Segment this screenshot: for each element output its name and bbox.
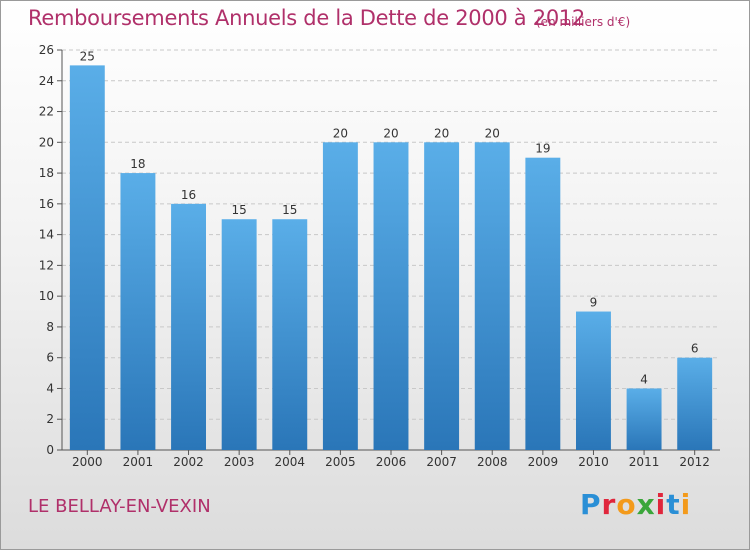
y-tick-label: 12 [39,258,54,272]
logo-letter: i [680,488,692,521]
bar-2000[interactable] [69,65,105,450]
y-tick-label: 4 [46,381,54,395]
y-tick-label: 26 [39,43,54,57]
y-tick-label: 10 [39,289,54,303]
commune-name: LE BELLAY-EN-VEXIN [28,496,211,517]
bar-2011[interactable] [626,388,662,450]
x-tick-label-2009: 2009 [528,455,559,469]
logo-letter: o [616,488,637,521]
bar-2005[interactable] [322,142,358,451]
bar-2009[interactable] [525,157,561,450]
bar-2003[interactable] [221,219,257,450]
bar-2012[interactable] [677,357,713,450]
chart-title: Remboursements Annuels de la Dette de 20… [28,6,585,30]
logo-letter: t [666,488,681,521]
y-tick-label: 16 [39,197,54,211]
data-label-2003: 15 [232,203,247,217]
logo-letter: i [655,488,667,521]
y-tick-label: 18 [39,166,54,180]
bars [69,65,713,451]
bar-2010[interactable] [575,311,611,450]
y-tick-label: 14 [39,228,54,242]
data-label-2006: 20 [383,126,398,140]
data-label-2007: 20 [434,126,449,140]
logo-letter: r [601,488,617,521]
bar-2008[interactable] [474,142,510,451]
y-tick-label: 2 [46,412,54,426]
data-label-2008: 20 [485,126,500,140]
bar-2001[interactable] [120,173,156,451]
y-tick-label: 20 [39,135,54,149]
data-label-2009: 19 [535,142,550,156]
x-tick-label-2001: 2001 [123,455,154,469]
y-tick-label: 8 [46,320,54,334]
bar-2002[interactable] [171,203,207,450]
x-tick-label-2004: 2004 [274,455,305,469]
chart-subtitle: (en milliers d'€) [536,15,631,29]
x-tick-label-2005: 2005 [325,455,356,469]
data-label-2011: 4 [640,372,648,386]
y-tick-label: 22 [39,105,54,119]
data-label-2004: 15 [282,203,297,217]
y-tick-label: 6 [46,351,54,365]
data-label-2012: 6 [691,342,699,356]
logo-letter: x [636,488,656,521]
logo-letter: P [580,488,602,521]
x-tick-label-2008: 2008 [477,455,508,469]
x-tick-label-2012: 2012 [679,455,710,469]
x-tick-label-2011: 2011 [629,455,660,469]
data-label-2000: 25 [80,49,95,63]
data-label-2001: 18 [130,157,145,171]
data-label-2010: 9 [590,296,598,310]
data-label-2005: 20 [333,126,348,140]
x-tick-label-2003: 2003 [224,455,255,469]
data-label-2002: 16 [181,188,196,202]
x-tick-label-2010: 2010 [578,455,609,469]
y-tick-label: 0 [46,443,54,457]
x-tick-label-2000: 2000 [72,455,103,469]
x-tick-label-2007: 2007 [426,455,457,469]
bar-2006[interactable] [373,142,409,451]
bar-2004[interactable] [272,219,308,450]
x-tick-label-2002: 2002 [173,455,204,469]
bar-2007[interactable] [424,142,460,451]
proxiti-logo[interactable]: Proxiti [580,488,691,521]
y-tick-label: 24 [39,74,54,88]
x-tick-label-2006: 2006 [376,455,407,469]
